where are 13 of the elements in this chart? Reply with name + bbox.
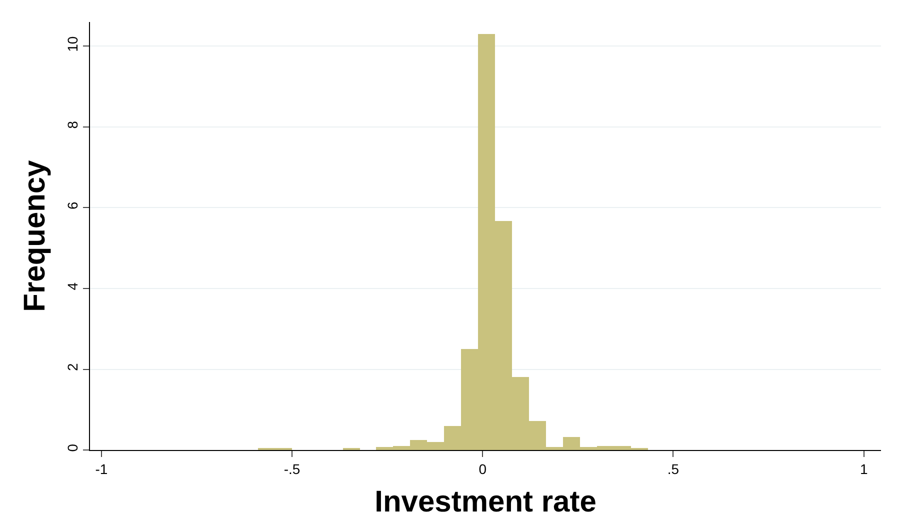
x-tick-label: -1 <box>95 460 108 477</box>
x-tick-label: 0 <box>478 460 487 477</box>
x-tick-label: -.5 <box>284 460 300 477</box>
y-axis-title: Frequency <box>18 160 52 312</box>
x-axis-title: Investment rate <box>374 485 596 518</box>
y-tick-label: 0 <box>64 444 80 452</box>
y-tick-label: 2 <box>64 363 80 372</box>
y-tick-label: 8 <box>64 120 80 129</box>
y-tick-label: 6 <box>64 202 80 210</box>
x-tick-label: 1 <box>860 460 868 477</box>
y-tick-label: 10 <box>64 36 80 52</box>
x-tick-label: .5 <box>667 460 680 477</box>
y-tick-label: 4 <box>64 282 80 290</box>
